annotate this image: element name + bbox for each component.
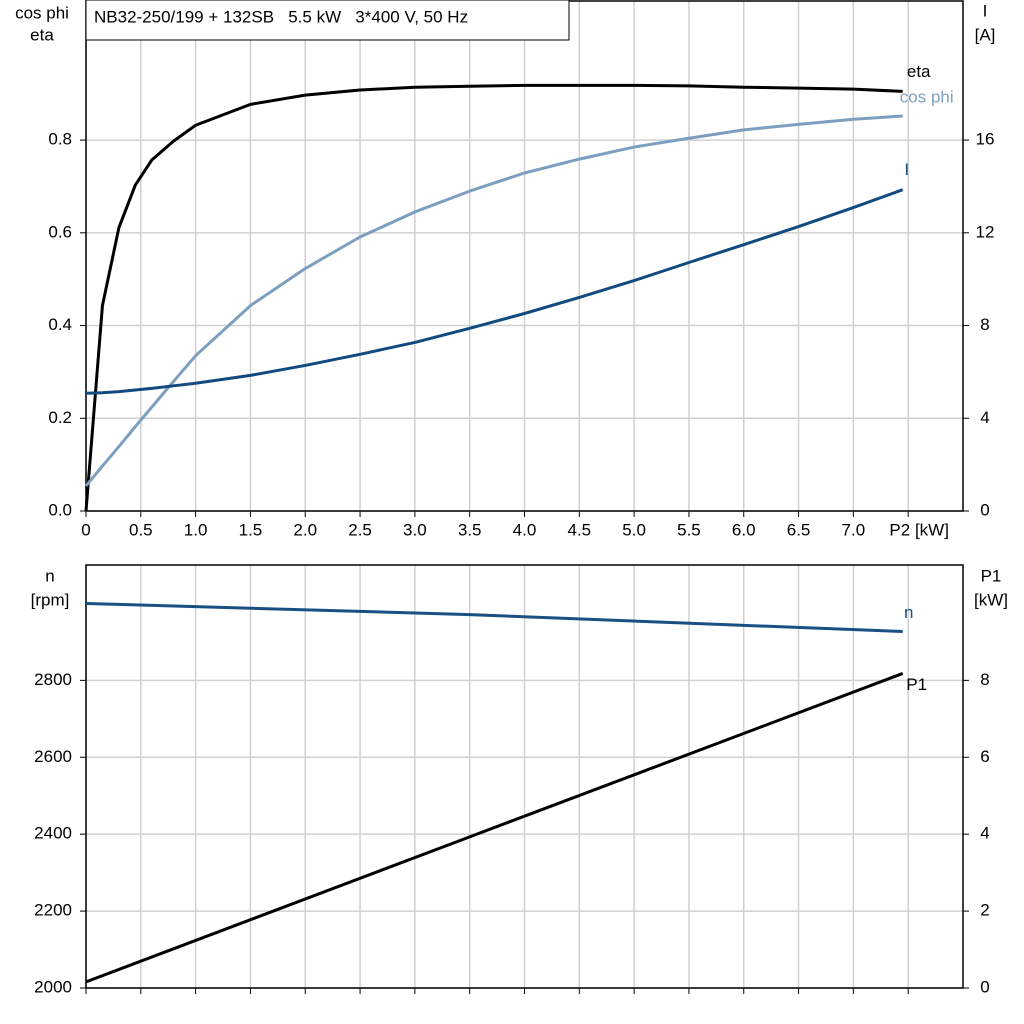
y-tick-label: 0.6 — [48, 222, 72, 241]
y-tick-label: 2800 — [34, 670, 72, 689]
y-tick-label: 2200 — [34, 901, 72, 920]
x-tick-label: P2 [kW] — [889, 520, 949, 539]
series-line — [84, 83, 903, 512]
x-tick-label: 5.5 — [677, 520, 701, 539]
y-tick-label: 0.2 — [48, 408, 72, 427]
y2-tick-label: 0 — [980, 977, 989, 996]
x-tick-label: 2.5 — [348, 520, 372, 539]
x-tick-label: 3.5 — [458, 520, 482, 539]
y2-tick-label: 4 — [980, 408, 989, 427]
series-label: P1 — [906, 675, 927, 694]
x-tick-label: 6.5 — [787, 520, 811, 539]
y2-axis-label: P1 — [981, 566, 1002, 585]
y-tick-label: 2000 — [34, 977, 72, 996]
plot-frame — [85, 564, 964, 989]
series-label: cos phi — [900, 87, 954, 106]
y-tick-label: 0.4 — [48, 315, 72, 334]
x-tick-label: 0.5 — [129, 520, 153, 539]
y2-tick-label: 8 — [980, 670, 989, 689]
y2-tick-label: 8 — [980, 315, 989, 334]
y-axis-label: n — [45, 566, 54, 585]
x-tick-label: 2.0 — [293, 520, 317, 539]
x-tick-label: 0 — [81, 520, 90, 539]
y2-tick-label: 12 — [976, 222, 995, 241]
x-tick-label: 3.0 — [403, 520, 427, 539]
y2-tick-label: 4 — [980, 824, 989, 843]
y-tick-label: 2400 — [34, 824, 72, 843]
series-label: n — [904, 603, 913, 622]
x-tick-label: 1.5 — [239, 520, 263, 539]
x-tick-label: 4.0 — [513, 520, 537, 539]
series-line — [85, 601, 903, 634]
series-line — [85, 188, 904, 395]
x-tick-label: 1.0 — [184, 520, 208, 539]
series-line — [84, 114, 903, 487]
y-axis-label: cos phi — [15, 3, 69, 22]
y2-axis-label: [kW] — [974, 590, 1008, 609]
x-tick-label: 6.0 — [732, 520, 756, 539]
chart-title: NB32-250/199 + 132SB 5.5 kW 3*400 V, 50 … — [94, 7, 468, 26]
title-box — [85, 0, 570, 41]
y2-tick-label: 6 — [980, 747, 989, 766]
x-tick-label: 4.5 — [567, 520, 591, 539]
y-tick-label: 0.8 — [48, 130, 72, 149]
y-tick-label: 2600 — [34, 747, 72, 766]
y2-tick-label: 2 — [980, 901, 989, 920]
y2-axis-label: I — [983, 1, 988, 20]
series-label: I — [904, 160, 909, 179]
y2-tick-label: 0 — [980, 500, 989, 519]
x-tick-label: 7.0 — [842, 520, 866, 539]
series-label: eta — [907, 62, 931, 81]
x-tick-label: 5.0 — [622, 520, 646, 539]
y2-axis-label: [A] — [975, 25, 996, 44]
y-axis-label: eta — [30, 25, 54, 44]
series-line — [85, 672, 904, 984]
y-tick-label: 0.0 — [48, 500, 72, 519]
y2-tick-label: 16 — [976, 130, 995, 149]
y-axis-label: [rpm] — [31, 590, 70, 609]
